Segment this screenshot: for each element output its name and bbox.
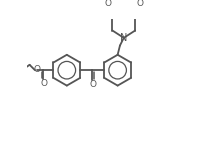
Text: N: N: [120, 33, 127, 43]
Text: O: O: [89, 80, 96, 89]
Text: O: O: [33, 65, 40, 74]
Text: O: O: [105, 0, 112, 8]
Text: O: O: [40, 79, 47, 88]
Text: O: O: [136, 0, 143, 8]
